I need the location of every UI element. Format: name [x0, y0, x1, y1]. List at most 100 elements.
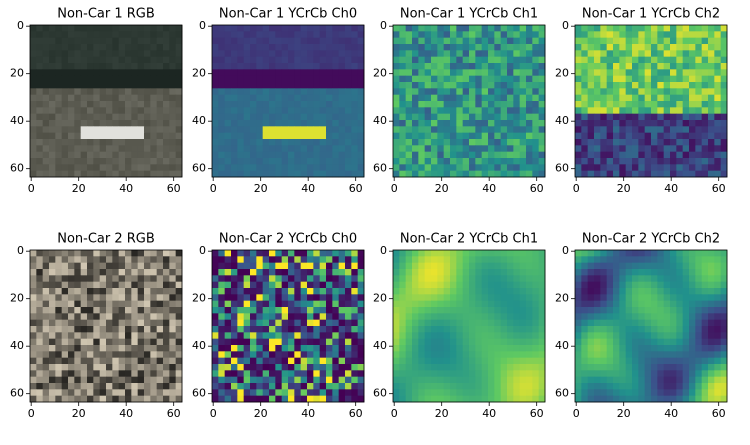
pixel: [695, 139, 703, 146]
pixel: [613, 31, 620, 39]
y-tick-label: 20: [192, 67, 206, 80]
pixel: [437, 275, 445, 283]
pixel: [456, 113, 464, 121]
pixel: [288, 132, 295, 140]
pixel: [399, 281, 407, 289]
pixel: [682, 294, 690, 302]
pixel: [332, 107, 340, 115]
pixel: [68, 313, 75, 321]
pixel: [720, 139, 728, 146]
pixel: [532, 357, 540, 365]
pixel: [532, 82, 540, 89]
pixel: [351, 75, 359, 83]
pixel: [212, 389, 219, 397]
pixel: [281, 389, 289, 397]
pixel: [619, 50, 627, 58]
pixel: [475, 94, 483, 102]
pixel: [80, 357, 88, 365]
pixel: [532, 275, 540, 283]
pixel: [307, 370, 314, 378]
pixel: [218, 288, 226, 295]
pixel: [30, 139, 37, 146]
pixel: [319, 37, 327, 45]
pixel: [112, 158, 120, 165]
pixel: [450, 364, 457, 371]
pixel: [332, 120, 340, 127]
pixel: [575, 158, 582, 165]
pixel: [714, 383, 722, 390]
pixel: [632, 170, 639, 178]
pixel: [600, 63, 608, 70]
pixel: [288, 151, 295, 159]
pixel: [657, 370, 665, 378]
pixel: [357, 288, 365, 295]
pixel: [125, 132, 132, 140]
pixel: [651, 75, 658, 83]
pixel: [80, 389, 88, 397]
pixel: [237, 288, 245, 295]
pixel: [494, 326, 502, 333]
pixel: [405, 132, 413, 140]
pixel: [689, 307, 696, 314]
pixel: [55, 357, 63, 365]
pixel: [144, 170, 151, 178]
pixel: [243, 37, 251, 45]
pixel: [224, 94, 232, 102]
pixel: [651, 376, 658, 384]
pixel: [469, 69, 476, 77]
pixel: [294, 120, 302, 127]
pixel: [319, 158, 327, 165]
pixel: [351, 126, 359, 134]
pixel: [393, 101, 400, 108]
pixel: [169, 31, 177, 39]
pixel: [418, 113, 426, 121]
pixel: [581, 113, 589, 121]
pixel: [538, 395, 546, 403]
pixel: [399, 332, 407, 340]
pixel: [689, 294, 696, 302]
pixel: [250, 370, 257, 378]
pixel: [619, 31, 627, 39]
pixel: [294, 345, 302, 352]
pixel: [613, 294, 620, 302]
pixel: [118, 275, 126, 283]
pixel: [619, 107, 627, 115]
pixel: [144, 113, 151, 121]
pixel: [676, 37, 684, 45]
pixel: [513, 256, 521, 264]
pixel: [250, 326, 257, 333]
pixel: [488, 307, 495, 314]
pixel: [532, 101, 540, 108]
pixel: [243, 389, 251, 397]
pixel: [513, 345, 521, 352]
pixel: [87, 56, 94, 64]
pixel: [651, 164, 658, 172]
pixel: [345, 69, 352, 77]
pixel: [93, 139, 101, 146]
pixel: [163, 88, 170, 96]
pixel: [106, 307, 113, 314]
pixel: [594, 370, 601, 378]
pixel: [443, 94, 451, 102]
x-tick-label: 0: [573, 182, 580, 195]
pixel: [456, 307, 464, 314]
pixel: [313, 120, 321, 127]
pixel: [500, 338, 508, 346]
pixel: [393, 300, 400, 308]
pixel: [682, 326, 690, 333]
pixel: [326, 351, 333, 359]
pixel: [144, 383, 151, 390]
pixel: [319, 132, 327, 140]
pixel: [144, 364, 151, 371]
pixel: [581, 120, 589, 127]
pixel: [237, 294, 245, 302]
pixel: [538, 113, 546, 121]
pixel: [575, 101, 582, 108]
pixel: [651, 88, 658, 96]
pixel: [250, 101, 257, 108]
pixel: [131, 50, 139, 58]
pixel: [613, 364, 620, 371]
pixel: [345, 164, 352, 172]
pixel: [708, 120, 715, 127]
